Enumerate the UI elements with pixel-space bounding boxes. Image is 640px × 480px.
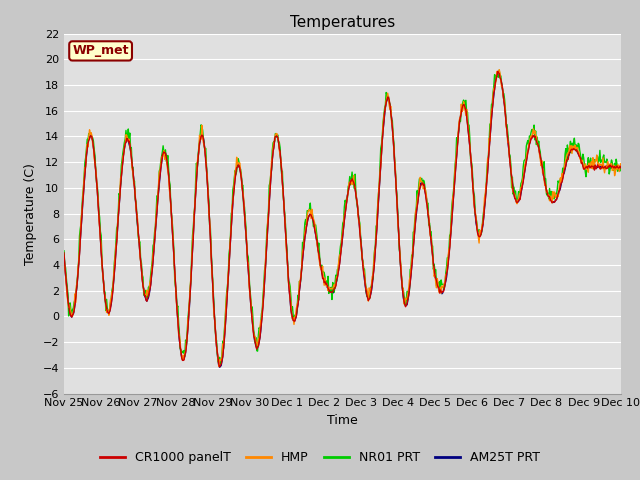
Legend: CR1000 panelT, HMP, NR01 PRT, AM25T PRT: CR1000 panelT, HMP, NR01 PRT, AM25T PRT xyxy=(95,446,545,469)
Title: Temperatures: Temperatures xyxy=(290,15,395,30)
Text: WP_met: WP_met xyxy=(72,44,129,58)
Y-axis label: Temperature (C): Temperature (C) xyxy=(24,163,37,264)
X-axis label: Time: Time xyxy=(327,414,358,427)
